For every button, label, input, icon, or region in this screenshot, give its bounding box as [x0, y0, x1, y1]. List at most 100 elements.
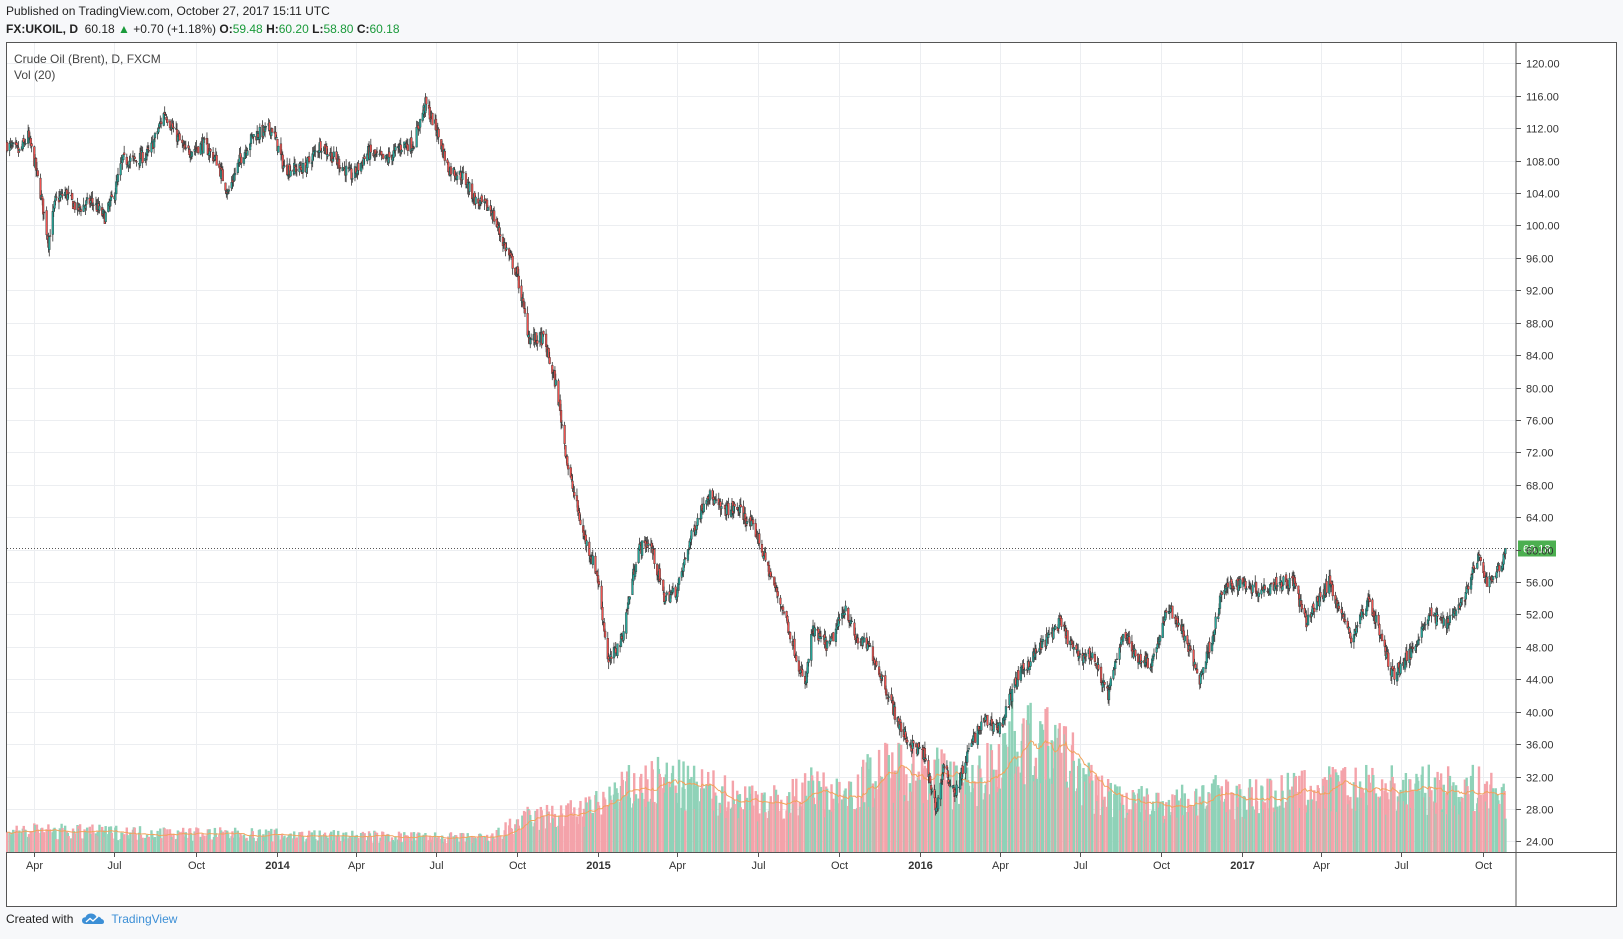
candle-body — [24, 143, 27, 145]
volume-bar — [862, 802, 866, 852]
volume-bar — [745, 797, 749, 852]
candle-body — [653, 549, 656, 565]
volume-bar — [172, 833, 175, 852]
candle-body — [1381, 633, 1384, 642]
candle-body — [443, 151, 446, 161]
candle-body — [55, 196, 58, 198]
volume-bar — [714, 795, 718, 852]
volume-bar — [610, 799, 613, 852]
time-tick-label: 2014 — [265, 860, 290, 872]
volume-bar — [1115, 786, 1119, 852]
candle-body — [209, 148, 212, 152]
candle-body — [468, 182, 471, 192]
time-tick-label: Jul — [107, 860, 121, 872]
volume-bar — [949, 761, 952, 852]
price-tick-label: 92.00 — [1526, 286, 1554, 298]
volume-ma-path — [7, 739, 1506, 839]
symbol-name[interactable]: FX:UKOIL, D — [6, 22, 78, 36]
candle-body — [184, 147, 187, 149]
candle-body — [523, 308, 527, 314]
candle-body — [338, 167, 342, 169]
candle-body — [924, 758, 927, 761]
price-tick-label: 60.00 — [1526, 546, 1554, 558]
price-tick-label: 76.00 — [1526, 416, 1554, 428]
candle-body — [625, 612, 628, 634]
candle-body — [690, 530, 693, 540]
candle-body — [464, 173, 468, 185]
volume-bar — [1140, 786, 1143, 852]
candle-body — [1146, 658, 1149, 669]
candle-body — [382, 153, 385, 159]
candle-body — [12, 142, 15, 144]
volume-bar — [375, 832, 379, 852]
time-tick-label: Jul — [751, 860, 765, 872]
volume-bar — [579, 800, 582, 852]
candle-body — [1008, 693, 1011, 706]
time-axis[interactable]: Apr Jul Oct 2014 Apr Jul Oct 2015 Apr Jul Oct 2016 A… — [6, 852, 1617, 872]
candle-body — [286, 164, 289, 175]
volume-bar — [344, 832, 348, 852]
volume-bars — [5, 698, 1507, 852]
candle-body — [597, 581, 601, 585]
time-tick-label: Oct — [831, 860, 848, 872]
candle-body — [1214, 616, 1217, 629]
volume-bar — [295, 837, 299, 852]
volume-bar — [240, 835, 243, 852]
volume-bar — [1300, 770, 1304, 852]
volume-bar — [869, 757, 872, 852]
low-label: L: — [312, 22, 324, 36]
candle-body — [1183, 635, 1186, 642]
candle-body — [976, 725, 979, 745]
volume-bar — [955, 765, 958, 852]
candle-body — [417, 125, 420, 130]
candle-body — [1281, 586, 1284, 591]
volume-bar — [307, 830, 311, 852]
candle-body — [634, 564, 638, 572]
volume-bar — [696, 785, 699, 852]
candle-body — [832, 632, 835, 642]
candle-body — [301, 163, 305, 173]
volume-bar — [79, 838, 83, 852]
price-tick-label: 32.00 — [1526, 773, 1554, 785]
volume-bar — [998, 788, 1001, 852]
price-axis[interactable]: 120.00 116.00 112.00 108.00 104.00 100.00 96.0… — [1515, 42, 1560, 906]
volume-bar — [813, 804, 816, 852]
candle-body — [961, 765, 964, 774]
tradingview-brand-link[interactable]: TradingView — [111, 912, 178, 926]
price-tick-label: 52.00 — [1526, 610, 1554, 622]
candle-body — [1011, 689, 1014, 702]
candle-body — [271, 128, 274, 133]
volume-bar — [1183, 793, 1186, 852]
volume-bar — [1436, 771, 1439, 852]
candle-body — [696, 517, 699, 526]
volume-bar — [1195, 815, 1199, 852]
candle-body — [499, 234, 502, 237]
volume-bar — [78, 824, 82, 852]
candle-body — [425, 96, 428, 105]
candle-body — [15, 142, 18, 146]
candle-body — [619, 634, 623, 647]
created-with-label: Created with — [6, 912, 74, 926]
chart-container[interactable]: 60.18 120.00 116.00 112.00 108.00 104.00 100.… — [5, 42, 1617, 907]
candle-body — [160, 121, 163, 125]
volume-bar — [893, 770, 897, 852]
candle-body — [474, 196, 477, 205]
tradingview-cloud-icon[interactable] — [81, 912, 105, 926]
candle-body — [752, 519, 755, 525]
candle-body — [1029, 661, 1032, 667]
volume-bar — [758, 813, 761, 852]
volume-bar — [42, 832, 46, 852]
candle-body — [394, 146, 397, 151]
candle-body — [326, 154, 329, 157]
change-up-arrow-icon: ▲ — [118, 22, 130, 36]
price-chart[interactable]: 60.18 120.00 116.00 112.00 108.00 104.00 100.… — [5, 42, 1617, 907]
candle-body — [1226, 582, 1230, 588]
candle-body — [970, 742, 973, 747]
candle-body — [720, 506, 723, 509]
candle-body — [197, 146, 200, 154]
volume-bar — [141, 837, 144, 852]
candle-body — [548, 357, 551, 364]
candle-body — [392, 150, 395, 158]
candle-body — [511, 255, 514, 269]
volume-bar — [1152, 810, 1156, 852]
